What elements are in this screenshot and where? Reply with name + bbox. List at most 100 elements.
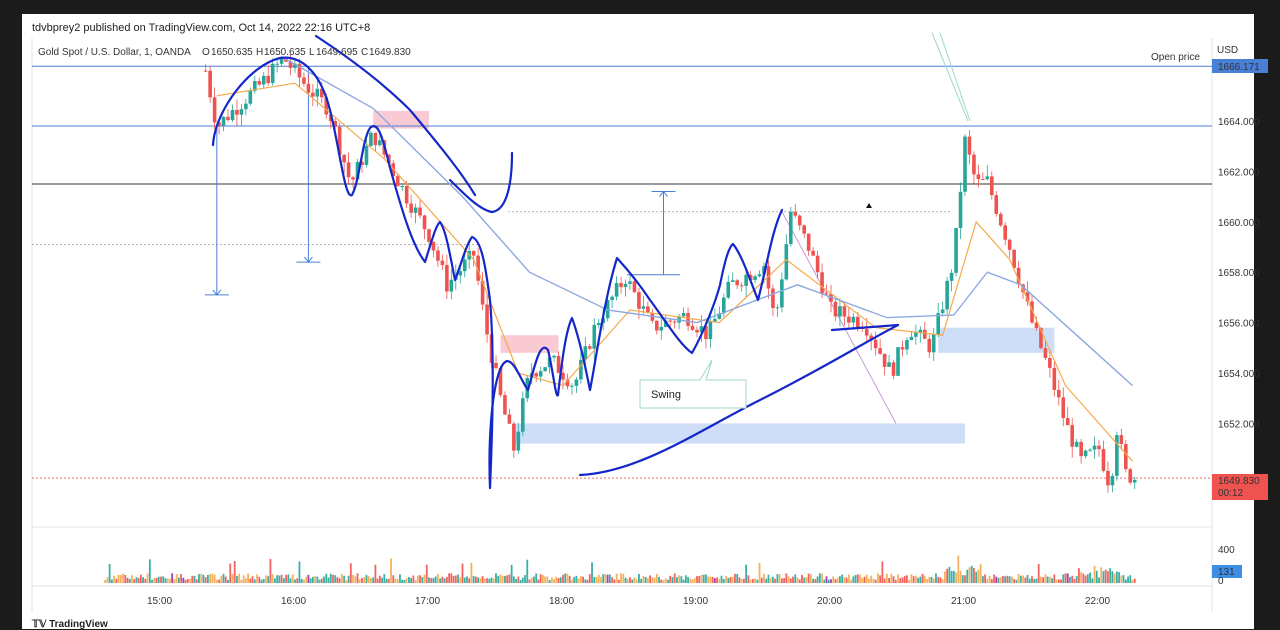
volume-bar — [944, 571, 946, 583]
volume-bar — [662, 579, 665, 583]
volume-bar — [827, 579, 830, 583]
volume-bar — [883, 578, 886, 583]
candle-body — [744, 274, 748, 286]
volume-bar — [952, 570, 955, 583]
volume-bar — [1042, 577, 1045, 583]
swing-callout — [639, 359, 747, 409]
volume-bar — [751, 579, 754, 583]
volume-bar — [186, 578, 189, 583]
candle-body — [302, 77, 306, 84]
candle-body — [717, 313, 722, 319]
volume-bar — [658, 576, 660, 583]
volume-bar — [300, 578, 303, 583]
time-tick-label: 22:00 — [1085, 596, 1110, 607]
volume-bar — [1129, 575, 1132, 583]
volume-bar — [524, 575, 526, 583]
volume-bar — [220, 575, 223, 583]
candle-body — [891, 362, 896, 376]
volume-bar — [173, 579, 176, 583]
candle-body — [480, 280, 485, 305]
candle-body — [972, 154, 976, 175]
volume-bar — [260, 579, 263, 583]
volume-bar — [227, 579, 229, 583]
volume-bar — [448, 573, 450, 583]
volume-bar — [642, 575, 645, 583]
volume-bar — [597, 574, 600, 583]
volume-bar — [195, 579, 198, 583]
volume-bar — [772, 576, 774, 583]
time-tick-label: 21:00 — [951, 596, 976, 607]
volume-bar — [267, 576, 270, 583]
volume-bar — [441, 576, 444, 583]
volume-bar — [1084, 575, 1087, 583]
volume-bar — [794, 574, 797, 583]
price-tick-label: 1664.000 — [1218, 117, 1260, 128]
volume-bar — [294, 579, 296, 583]
volume-bar — [358, 579, 361, 583]
volume-bar — [539, 574, 542, 583]
volume-bar — [1064, 573, 1067, 583]
candle-body — [775, 307, 780, 309]
volume-bar — [1102, 571, 1105, 583]
volume-bar — [1022, 575, 1024, 583]
candle-body — [632, 281, 637, 293]
volume-bar — [676, 577, 678, 583]
candle-body — [918, 329, 923, 333]
volume-bar — [988, 576, 991, 583]
candle-body — [288, 61, 293, 68]
volume-bar — [256, 574, 258, 583]
volume-bar — [678, 575, 681, 583]
volume-bar — [285, 574, 287, 583]
volume-bar — [457, 574, 459, 583]
time-tick-label: 15:00 — [147, 596, 172, 607]
last-price-tag — [1212, 474, 1268, 500]
candle-body — [905, 340, 909, 350]
candle-body — [498, 367, 503, 396]
candle-body — [833, 301, 838, 317]
volume-bar — [236, 576, 238, 583]
candle-body — [217, 122, 221, 126]
volume-bar — [450, 573, 453, 583]
volume-bar — [792, 576, 794, 583]
volume-bar — [466, 576, 468, 583]
volume-bar — [986, 578, 989, 583]
candle-body — [726, 281, 731, 298]
volume-bar — [414, 579, 417, 583]
volume-bar — [430, 577, 433, 583]
volume-bar — [1024, 577, 1027, 583]
candle-body — [512, 423, 516, 451]
volume-bar — [698, 575, 701, 583]
candle-body — [257, 81, 262, 85]
candle-body — [507, 414, 512, 424]
volume-bar — [939, 577, 942, 583]
volume-bar — [877, 573, 879, 583]
volume-bar — [405, 578, 408, 583]
volume-bar — [343, 575, 346, 583]
volume-bar — [995, 576, 998, 583]
candle-body — [958, 191, 963, 228]
volume-bar — [249, 578, 252, 583]
volume-bar — [868, 578, 870, 583]
volume-bar — [303, 579, 305, 583]
volume-bar — [812, 578, 815, 583]
volume-bar — [327, 577, 330, 583]
volume-bar — [897, 574, 899, 583]
candle-body — [981, 179, 985, 181]
volume-bar — [673, 573, 676, 583]
volume-bar — [705, 574, 707, 583]
volume-bar — [215, 579, 218, 583]
volume-bar — [381, 577, 383, 583]
candle-body — [565, 379, 570, 387]
volume-bar — [655, 573, 658, 583]
candle-body — [561, 372, 565, 380]
volume-bar — [682, 579, 685, 583]
candle-body — [458, 271, 463, 276]
candle-body — [735, 280, 739, 286]
candle-body — [378, 140, 382, 146]
volume-bar — [492, 578, 495, 583]
candle-body — [641, 306, 646, 309]
volume-bar — [713, 578, 716, 583]
candle-body — [655, 320, 659, 331]
candle-body — [637, 292, 641, 309]
